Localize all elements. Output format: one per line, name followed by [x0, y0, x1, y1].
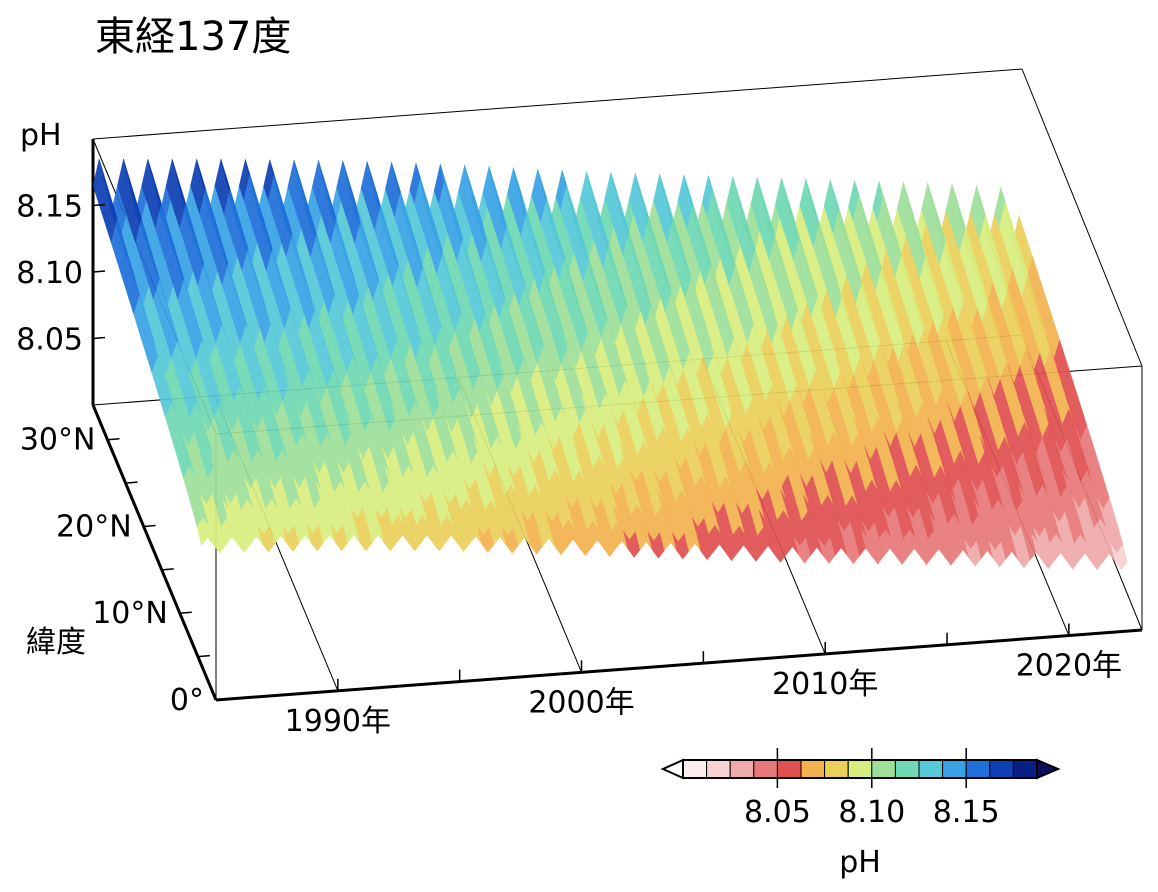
- colorbar-arrow-low: [660, 758, 684, 780]
- y-tick-label: 20°N: [56, 509, 132, 544]
- colorbar-swatch: [776, 759, 802, 779]
- y-tick-label: 10°N: [92, 596, 168, 631]
- colorbar-swatch: [942, 759, 967, 779]
- y-tick-mark: [125, 481, 138, 484]
- colorbar-swatch: [682, 759, 708, 779]
- top-back-edge: [92, 68, 1023, 140]
- colorbar-swatch: [847, 759, 873, 779]
- colorbar-frame: [682, 759, 1038, 779]
- y-tick-mark: [143, 524, 156, 528]
- y-tick-mark: [179, 611, 192, 614]
- y-tick-label: 0°: [170, 683, 204, 718]
- z-tick-label: 8.15: [16, 190, 83, 225]
- colorbar-swatch: [918, 759, 944, 779]
- x-tick-label: 2000年: [528, 685, 634, 720]
- colorbar-swatch: [800, 759, 826, 779]
- colorbar-swatch: [753, 759, 778, 779]
- colorbar-swatch: [1012, 759, 1038, 779]
- y-tick-mark: [107, 437, 120, 441]
- colorbar-tick-label: 8.15: [933, 795, 1000, 830]
- y-tick-mark: [161, 568, 174, 571]
- colorbar-arrow-high: [1036, 758, 1061, 780]
- colorbar-label: pH: [839, 845, 881, 880]
- surface-cell: [1116, 543, 1128, 571]
- y-tick-mark: [215, 698, 229, 701]
- y-tick-mark: [197, 654, 210, 658]
- z-axis-ticks: 8.15 8.10 8.05: [16, 190, 106, 358]
- colorbar-swatch: [965, 759, 991, 779]
- z-tick-mark: [92, 336, 106, 340]
- colorbar-swatch: [894, 759, 920, 779]
- colorbar-swatch: [706, 759, 731, 779]
- y-axis-line: [91, 404, 218, 701]
- colorbar-swatch: [871, 759, 896, 779]
- y-axis-label: 緯度: [26, 625, 86, 660]
- chart-title: 東経137度: [95, 14, 291, 60]
- ph-surface: [92, 158, 1128, 571]
- x-tick-label: 2020年: [1016, 649, 1122, 684]
- z-tick-mark: [92, 203, 106, 207]
- z-tick-label: 8.05: [16, 323, 83, 358]
- x-tick-label: 2010年: [772, 667, 878, 702]
- z-axis-label: pH: [20, 118, 62, 153]
- colorbar-swatch: [729, 759, 755, 779]
- z-tick-label: 8.10: [16, 256, 83, 291]
- x-axis-line: [215, 628, 1143, 702]
- y-axis-ticks: 30°N 20°N 10°N 0°: [20, 423, 229, 718]
- colorbar-tick-label: 8.10: [838, 795, 905, 830]
- x-axis-ticks: 1990年 2000年 2010年 2020年: [285, 623, 1122, 739]
- z-tick-mark: [92, 270, 106, 273]
- x-tick-label: 1990年: [285, 704, 391, 739]
- y-tick-label: 30°N: [20, 423, 96, 458]
- colorbar-tick-label: 8.05: [744, 795, 811, 830]
- colorbar-swatch: [989, 759, 1014, 779]
- colorbar-swatch: [824, 759, 849, 779]
- colorbar: 8.05 8.10 8.15: [660, 748, 1061, 830]
- top-right-edge: [1021, 68, 1143, 367]
